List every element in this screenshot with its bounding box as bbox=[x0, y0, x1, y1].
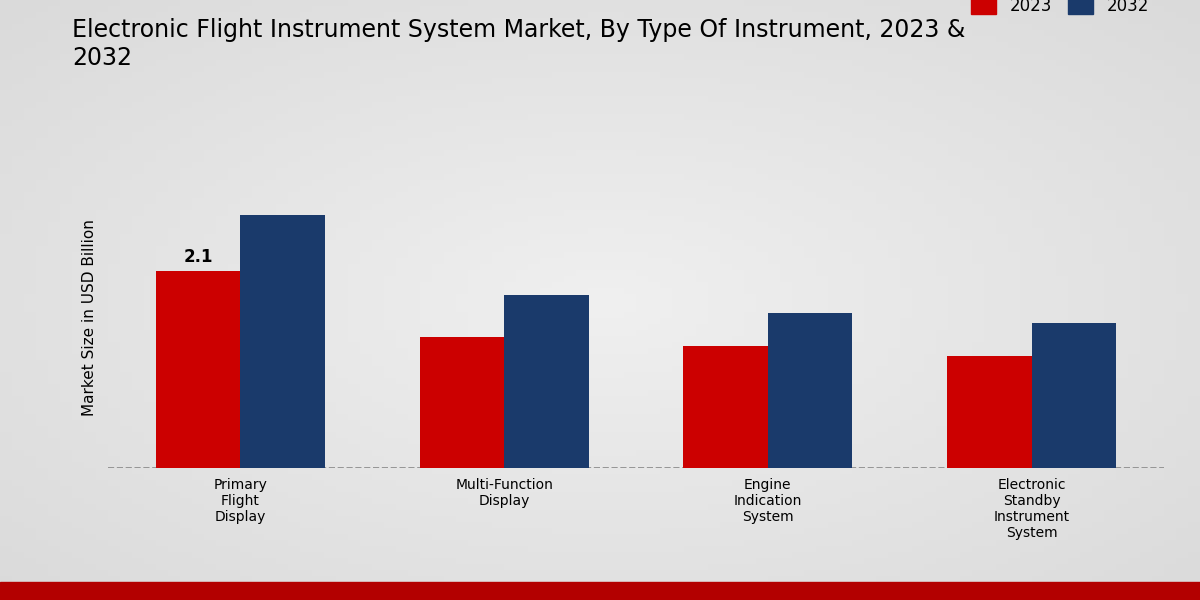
Y-axis label: Market Size in USD Billion: Market Size in USD Billion bbox=[82, 220, 97, 416]
Legend: 2023, 2032: 2023, 2032 bbox=[965, 0, 1156, 22]
Bar bbox=[156, 271, 240, 468]
Bar bbox=[1032, 323, 1116, 468]
Text: 2.1: 2.1 bbox=[184, 248, 212, 266]
Bar bbox=[240, 215, 325, 468]
Bar bbox=[684, 346, 768, 468]
Text: Electronic Flight Instrument System Market, By Type Of Instrument, 2023 &
2032: Electronic Flight Instrument System Mark… bbox=[72, 18, 965, 70]
Bar bbox=[420, 337, 504, 468]
Bar bbox=[947, 355, 1032, 468]
Bar bbox=[768, 313, 852, 468]
Bar bbox=[504, 295, 588, 468]
Bar bbox=[0, 582, 1200, 600]
